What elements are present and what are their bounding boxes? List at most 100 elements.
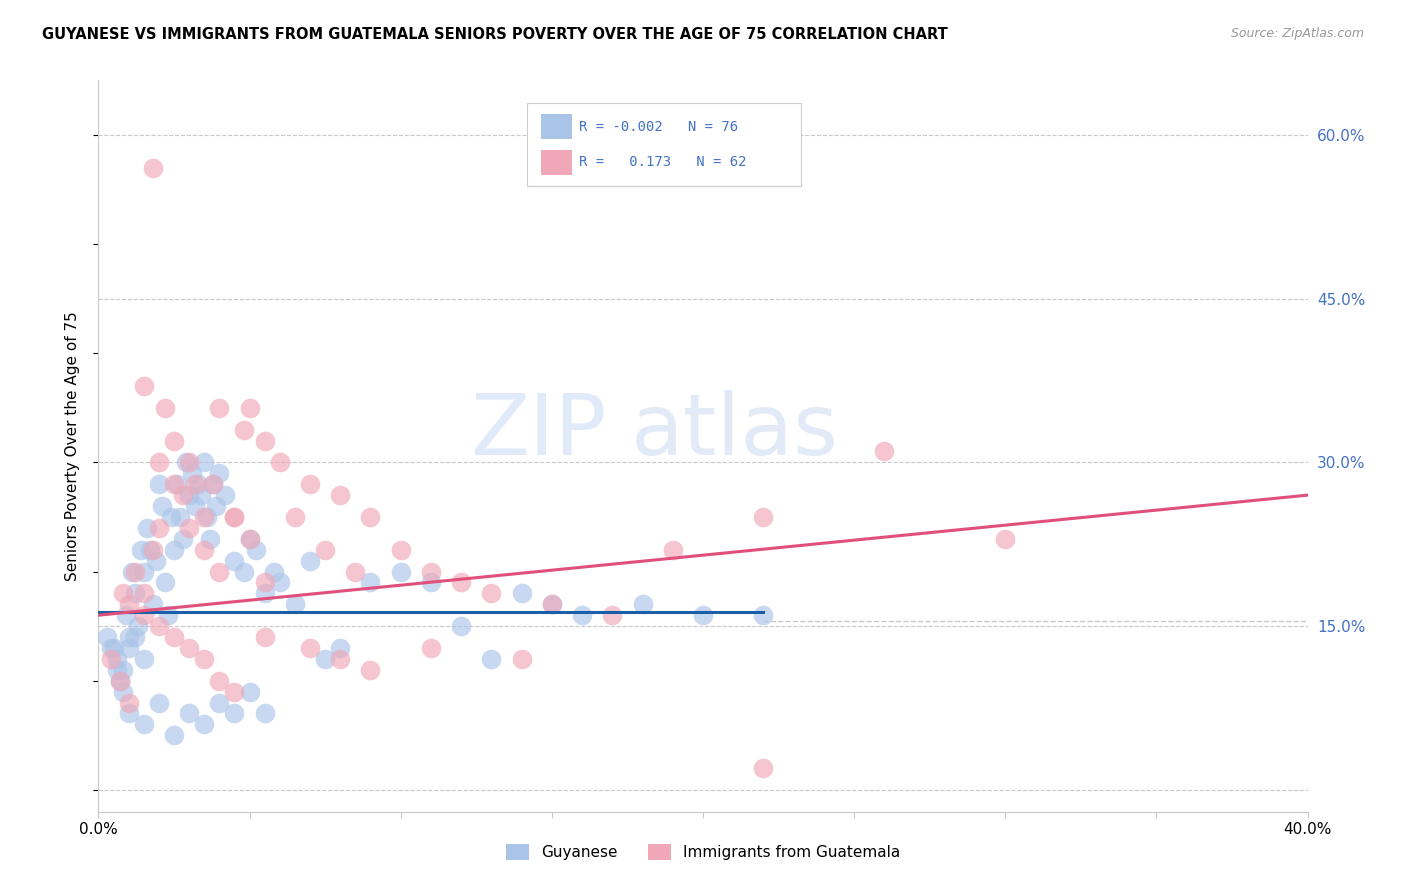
Point [121,565,143,579]
Point [420,565,443,579]
Point [692,608,714,623]
Point [329,488,352,502]
Point [540,597,562,611]
Point [127,619,149,633]
Point [163,630,186,644]
Point [179,488,201,502]
Point [139,542,162,557]
Point [124,586,146,600]
Text: atlas: atlas [630,390,838,473]
Point [314,542,336,557]
Point [132,586,155,600]
Point [224,510,246,524]
Point [118,630,141,644]
Point [329,640,352,655]
Point [163,542,186,557]
Point [111,663,134,677]
Point [179,455,201,469]
Point [224,510,246,524]
Point [224,684,246,698]
Point [179,706,201,721]
Point [142,542,165,557]
Point [114,608,136,623]
Point [202,477,225,491]
Point [752,761,775,775]
Point [214,488,236,502]
Point [510,586,533,600]
Point [269,455,291,469]
Point [631,597,654,611]
Point [142,161,165,175]
Point [245,542,267,557]
Point [510,652,533,666]
Point [253,586,276,600]
Point [420,575,443,590]
Point [661,542,683,557]
Point [193,455,215,469]
Point [263,565,285,579]
Point [100,640,122,655]
Point [208,401,231,415]
Point [253,575,276,590]
Point [344,565,367,579]
Point [253,706,276,721]
Point [103,640,125,655]
Point [329,652,352,666]
Point [299,554,322,568]
Point [239,532,262,546]
Legend: Guyanese, Immigrants from Guatemala: Guyanese, Immigrants from Guatemala [499,838,907,866]
Point [132,717,155,731]
Point [208,467,231,481]
Point [148,455,170,469]
Point [105,652,128,666]
Point [239,532,262,546]
Point [150,499,173,513]
Point [118,640,141,655]
Point [96,630,118,644]
Point [153,401,176,415]
Point [571,608,593,623]
Point [190,488,212,502]
Point [124,565,146,579]
Point [169,510,191,524]
Point [111,684,134,698]
Point [193,510,215,524]
Point [239,401,262,415]
Point [179,640,201,655]
Point [148,696,170,710]
Point [108,673,131,688]
Point [195,510,218,524]
Point [540,597,562,611]
Point [163,728,186,742]
Point [232,565,254,579]
Point [179,521,201,535]
Point [148,619,170,633]
Point [184,477,207,491]
Point [389,542,412,557]
Point [100,652,122,666]
Point [752,510,775,524]
Point [160,510,183,524]
Point [360,510,382,524]
Point [166,477,188,491]
Point [239,684,262,698]
Point [145,554,167,568]
Point [202,477,225,491]
Point [253,630,276,644]
Text: Source: ZipAtlas.com: Source: ZipAtlas.com [1230,27,1364,40]
Point [172,488,194,502]
Point [105,663,128,677]
Point [994,532,1017,546]
Point [253,434,276,448]
Text: R =   0.173   N = 62: R = 0.173 N = 62 [579,155,747,169]
Point [450,619,472,633]
Point [224,706,246,721]
Point [172,532,194,546]
Point [200,532,222,546]
Point [450,575,472,590]
Point [314,652,336,666]
Point [118,597,141,611]
Point [481,652,503,666]
Point [132,565,155,579]
Point [181,467,204,481]
